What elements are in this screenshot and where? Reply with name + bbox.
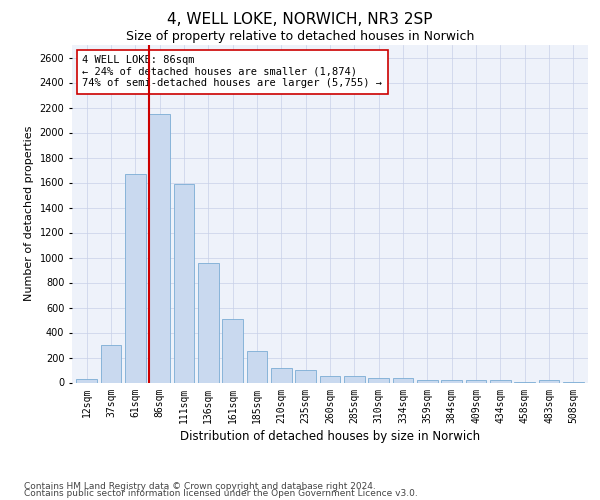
X-axis label: Distribution of detached houses by size in Norwich: Distribution of detached houses by size … <box>180 430 480 442</box>
Text: Contains public sector information licensed under the Open Government Licence v3: Contains public sector information licen… <box>24 489 418 498</box>
Y-axis label: Number of detached properties: Number of detached properties <box>24 126 34 302</box>
Bar <box>466 380 487 382</box>
Bar <box>368 378 389 382</box>
Bar <box>417 380 438 382</box>
Bar <box>295 370 316 382</box>
Text: Size of property relative to detached houses in Norwich: Size of property relative to detached ho… <box>126 30 474 43</box>
Bar <box>222 320 243 382</box>
Text: 4, WELL LOKE, NORWICH, NR3 2SP: 4, WELL LOKE, NORWICH, NR3 2SP <box>167 12 433 28</box>
Bar <box>442 380 462 382</box>
Bar <box>271 368 292 382</box>
Bar <box>490 380 511 382</box>
Bar <box>344 376 365 382</box>
Bar <box>173 184 194 382</box>
Bar <box>149 114 170 382</box>
Bar <box>76 380 97 382</box>
Text: 4 WELL LOKE: 86sqm
← 24% of detached houses are smaller (1,874)
74% of semi-deta: 4 WELL LOKE: 86sqm ← 24% of detached hou… <box>82 55 382 88</box>
Bar <box>539 380 559 382</box>
Bar <box>392 378 413 382</box>
Bar <box>247 351 268 382</box>
Bar <box>125 174 146 382</box>
Bar <box>198 262 218 382</box>
Bar <box>101 345 121 383</box>
Text: Contains HM Land Registry data © Crown copyright and database right 2024.: Contains HM Land Registry data © Crown c… <box>24 482 376 491</box>
Bar <box>320 376 340 382</box>
